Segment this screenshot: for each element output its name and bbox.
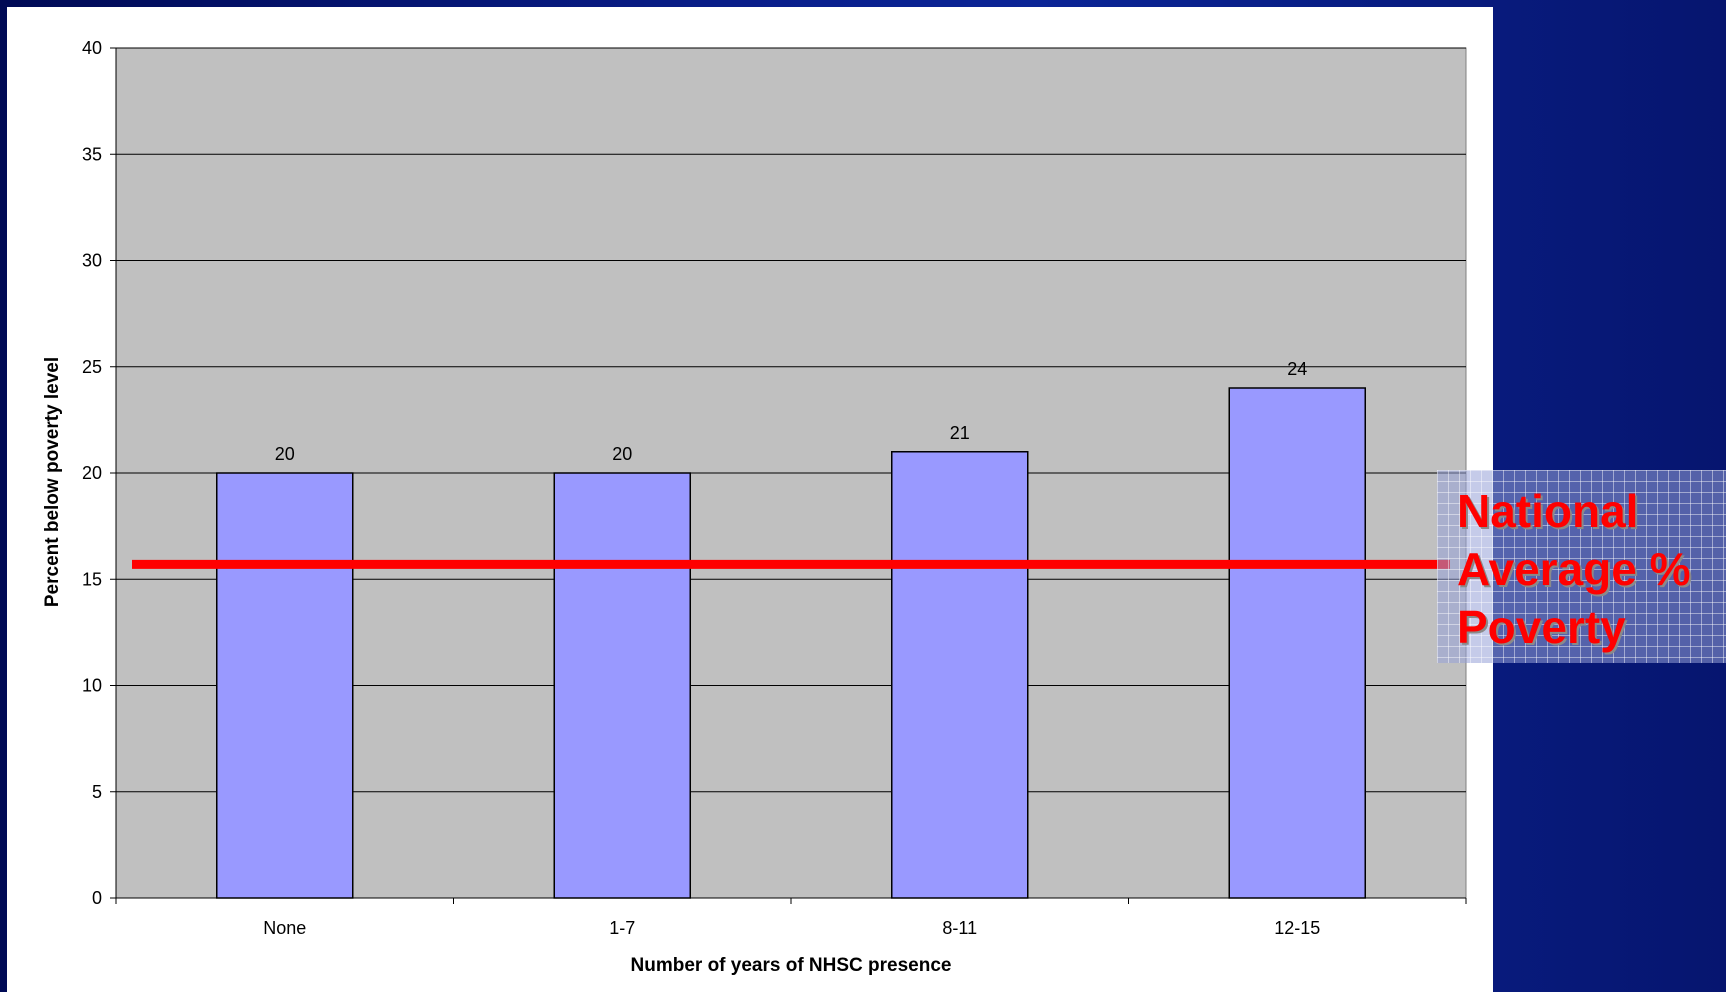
data-label: 24	[1287, 359, 1307, 379]
x-axis-title: Number of years of NHSC presence	[631, 955, 952, 976]
y-tick-label: 0	[92, 888, 102, 908]
y-tick-label: 25	[82, 357, 102, 377]
data-label: 20	[612, 444, 632, 464]
y-tick-label: 5	[92, 782, 102, 802]
x-tick-label: 12-15	[1274, 918, 1320, 938]
national-average-label-line-2: Average %	[1457, 543, 1691, 595]
national-average-label-line-3: Poverty	[1457, 601, 1626, 653]
bar	[216, 472, 354, 899]
x-tick-label: None	[263, 918, 306, 938]
national-average-label-line-1: National	[1457, 485, 1639, 537]
data-label: 20	[275, 444, 295, 464]
x-tick-label: 1-7	[609, 918, 635, 938]
data-label: 21	[950, 423, 970, 443]
y-tick-label: 20	[82, 463, 102, 483]
y-tick-label: 15	[82, 569, 102, 589]
y-axis-title: Percent below poverty level	[42, 357, 63, 607]
national-average-callout	[1437, 470, 1726, 663]
y-tick-label: 35	[82, 144, 102, 164]
bar	[891, 451, 1029, 899]
y-tick-label: 10	[82, 676, 102, 696]
bar	[553, 472, 691, 899]
national-average-label: National Average % Poverty	[1457, 482, 1717, 656]
bar	[1228, 387, 1366, 899]
y-tick-label: 30	[82, 251, 102, 271]
y-tick-label: 40	[82, 38, 102, 58]
x-tick-label: 8-11	[942, 918, 977, 938]
